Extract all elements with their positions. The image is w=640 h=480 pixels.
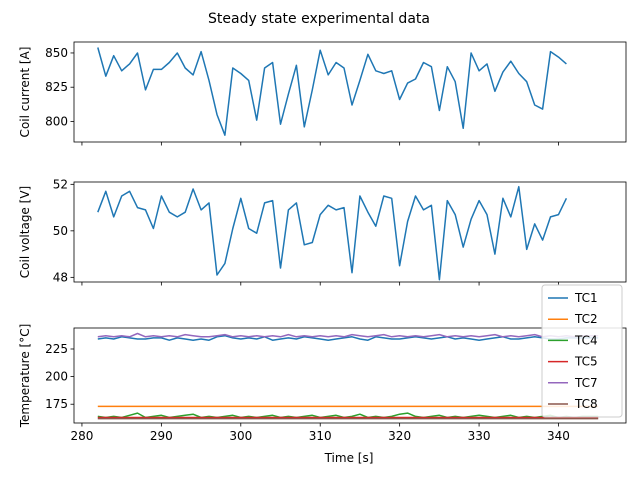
legend-label-tc1: TC1 [574, 291, 598, 305]
y-tick-label: 850 [45, 46, 68, 60]
chart-title: Steady state experimental data [208, 11, 430, 27]
axes-frame [73, 41, 627, 143]
y-axis-label: Coil voltage [V] [18, 186, 32, 278]
y-tick-label: 825 [45, 80, 68, 94]
series-line-subplot-2 [97, 185, 568, 281]
x-tick-label: 320 [388, 429, 411, 443]
series-line-tc7 [97, 332, 599, 338]
x-tick-label: 280 [70, 429, 93, 443]
y-tick-label: 175 [45, 397, 68, 411]
y-axis-label: Temperature [°C] [18, 324, 32, 429]
legend-label-tc7: TC7 [574, 376, 598, 390]
x-tick-label: 290 [150, 429, 173, 443]
axes-frame [73, 327, 627, 424]
series-line-tc1 [97, 334, 599, 341]
subplots: 800 825 850 Coil current [A] 48 50 52 Coil volt… [18, 41, 627, 443]
y-tick-label: 50 [53, 224, 68, 238]
subplot-3: 175 200 225 280 290 300 310 320 330 340 Temperatur… [18, 284, 627, 443]
y-tick-label: 225 [45, 342, 68, 356]
legend-label-tc5: TC5 [574, 355, 598, 369]
subplot-2: 48 50 52 Coil voltage [V] [18, 177, 627, 286]
x-tick-label: 300 [229, 429, 252, 443]
legend-label-tc8: TC8 [574, 397, 598, 411]
y-tick-label: 200 [45, 370, 68, 384]
legend-label-tc4: TC4 [574, 333, 598, 347]
legend: TC1 TC2 TC4 TC5 TC7 TC8 [541, 284, 623, 418]
x-axis-label: Time [s] [324, 451, 374, 465]
subplot-1: 800 825 850 Coil current [A] [18, 41, 627, 146]
y-tick-label: 800 [45, 114, 68, 128]
y-tick-label: 48 [53, 270, 68, 284]
x-tick-label: 310 [309, 429, 332, 443]
x-tick-label: 340 [547, 429, 570, 443]
x-tick-label: 330 [468, 429, 491, 443]
legend-box [541, 284, 623, 418]
series-line-subplot-1 [97, 47, 567, 136]
y-tick-label: 52 [53, 177, 68, 191]
legend-label-tc2: TC2 [574, 312, 598, 326]
y-axis-label: Coil current [A] [18, 47, 32, 138]
axes-frame [73, 181, 627, 283]
